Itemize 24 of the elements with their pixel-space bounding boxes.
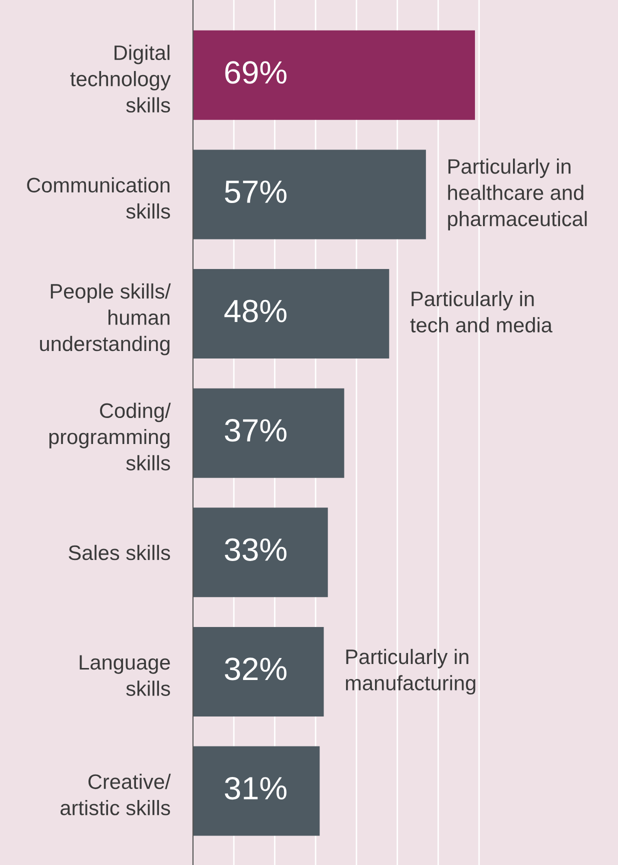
annotation: Particularly in healthcare and pharmaceutical (448, 158, 587, 230)
y-tick-label: Communication skills (27, 177, 170, 219)
y-tick-label: People skills/ human understanding (40, 283, 171, 356)
y-tick-label: Language skills (80, 655, 170, 696)
y-tick-label: Coding/ programming skills (49, 402, 171, 470)
y-tick-label: Digital technology skills (70, 44, 171, 113)
data-label: 31% (224, 776, 286, 800)
data-label: 37% (224, 419, 286, 442)
data-label: 33% (224, 538, 286, 561)
annotation: Particularly in tech and media (410, 290, 552, 332)
data-label: 57% (224, 180, 286, 204)
bar (193, 269, 390, 359)
bar (193, 30, 475, 120)
bar (193, 388, 344, 478)
bar (193, 150, 426, 240)
data-label: 32% (224, 658, 286, 680)
bar (193, 626, 324, 716)
y-tick-label: Sales skills (68, 544, 170, 560)
bar (193, 746, 320, 836)
bar (193, 508, 328, 598)
data-label: 69% (225, 61, 286, 84)
annotation: Particularly in manufacturing (346, 648, 476, 695)
data-label: 48% (224, 300, 286, 322)
y-tick-label: Creative/ artistic skills (60, 774, 171, 816)
